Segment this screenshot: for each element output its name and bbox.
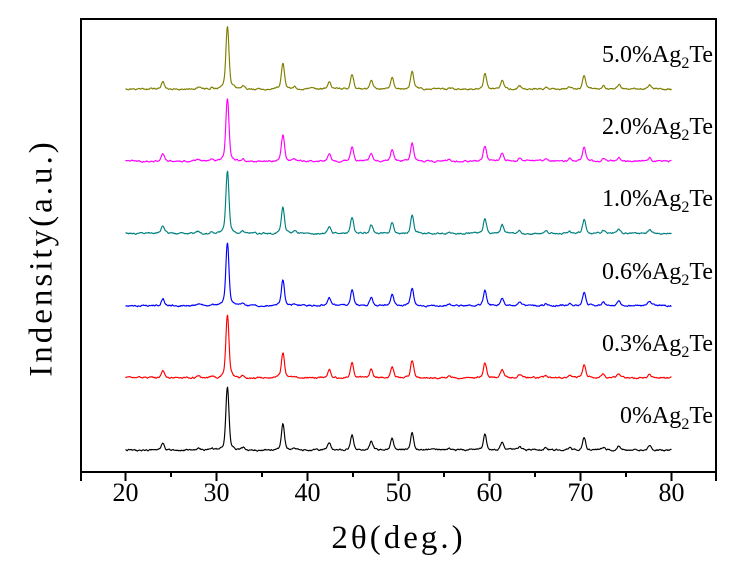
xrd-curve-2.0%Ag2Te bbox=[125, 98, 672, 163]
series-label-1.0%Ag2Te: 1.0%Ag2Te bbox=[601, 186, 713, 217]
x-tick-label-70: 70 bbox=[567, 478, 594, 507]
series-label-0%Ag2Te: 0%Ag2Te bbox=[619, 403, 713, 433]
xrd-curve-1.0%Ag2Te bbox=[125, 170, 672, 236]
x-tick-label-60: 60 bbox=[476, 478, 503, 507]
series-label-0.3%Ag2Te: 0.3%Ag2Te bbox=[601, 330, 713, 361]
x-tick-label-50: 50 bbox=[385, 478, 412, 507]
x-tick-label-30: 30 bbox=[203, 478, 230, 507]
x-axis-label: 2θ(deg.) bbox=[331, 520, 466, 556]
xrd-curve-0.3%Ag2Te bbox=[125, 314, 672, 380]
x-axis-ticks bbox=[80, 472, 717, 481]
xrd-curve-5.0%Ag2Te bbox=[125, 26, 672, 91]
series-label-0.6%Ag2Te: 0.6%Ag2Te bbox=[601, 258, 713, 289]
x-tick-label-20: 20 bbox=[112, 478, 139, 507]
x-tick-label-40: 40 bbox=[294, 478, 321, 507]
xrd-curve-0.6%Ag2Te bbox=[125, 242, 672, 308]
xrd-curve-0%Ag2Te bbox=[125, 386, 672, 452]
series-label-5.0%Ag2Te: 5.0%Ag2Te bbox=[601, 42, 713, 72]
x-tick-label-80: 80 bbox=[658, 478, 685, 507]
series-label-2.0%Ag2Te: 2.0%Ag2Te bbox=[601, 114, 713, 144]
y-axis-label: Indensity(a.u.) bbox=[23, 139, 60, 377]
